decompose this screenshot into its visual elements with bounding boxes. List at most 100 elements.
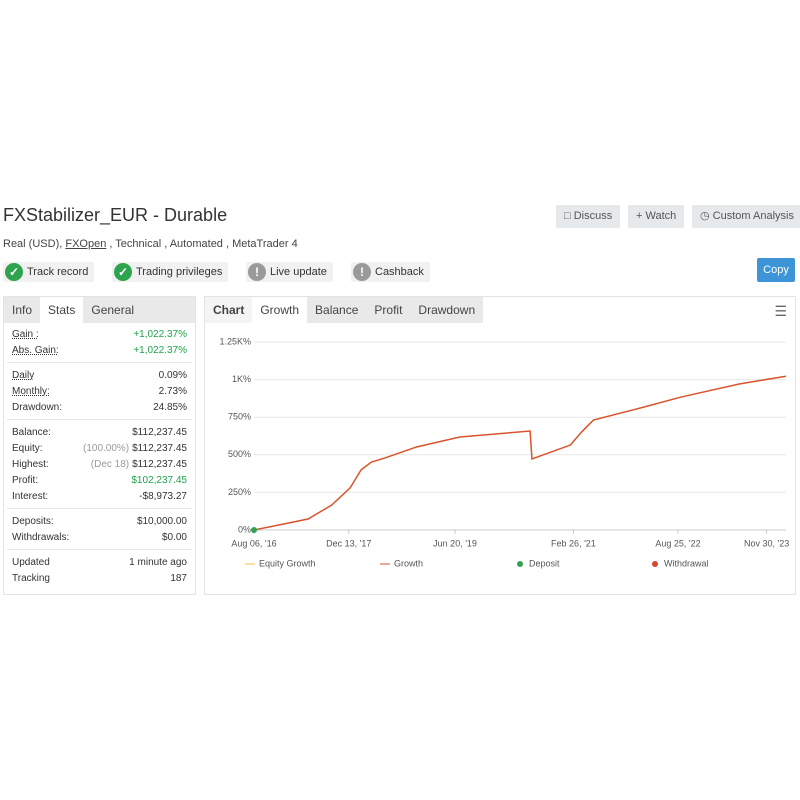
tab[interactable]: Profit bbox=[366, 297, 411, 323]
stat-row: Withdrawals: $0.00 bbox=[12, 530, 187, 546]
stat-row: Equity: (100.00%) $112,237.45 bbox=[12, 441, 187, 457]
stat-row: Drawdown: 24.85% bbox=[12, 400, 187, 416]
stat-row: Daily 0.09% bbox=[12, 368, 187, 384]
stat-value: $0.00 bbox=[162, 530, 187, 546]
tab[interactable]: Balance bbox=[307, 297, 367, 323]
stat-value: 2.73% bbox=[159, 384, 187, 400]
stat-label: Highest: bbox=[12, 459, 49, 470]
stat-row: Highest: (Dec 18) $112,237.45 bbox=[12, 457, 187, 473]
analysis-button[interactable]: ◷ Custom Analysis bbox=[692, 205, 800, 228]
value: $112,237.45 bbox=[132, 427, 187, 438]
watch-button[interactable]: + Watch bbox=[628, 205, 685, 228]
stat-label: Interest: bbox=[12, 491, 49, 502]
settings-icon[interactable]: ☰ bbox=[774, 303, 787, 319]
tab[interactable]: General bbox=[83, 297, 143, 323]
y-tick-label: 0% bbox=[238, 524, 251, 534]
stat-row: Gain : +1,022.37% bbox=[12, 327, 187, 343]
legend-label: Deposit bbox=[529, 558, 560, 568]
tab[interactable]: Drawdown bbox=[410, 297, 484, 323]
stat-label: Monthly: bbox=[12, 386, 50, 397]
separator bbox=[7, 419, 192, 420]
badge: Cashback! bbox=[351, 262, 430, 282]
stat-row: Abs. Gain: +1,022.37% bbox=[12, 343, 187, 359]
stat-note: (100.00%) bbox=[82, 443, 130, 454]
stat-row: Tracking 187 bbox=[12, 571, 187, 587]
stat-row: Profit: $102,237.45 bbox=[12, 473, 187, 489]
y-tick-label: 1K% bbox=[232, 374, 251, 384]
stat-value: (Dec 18) $112,237.45 bbox=[91, 457, 187, 473]
value: 24.85% bbox=[153, 402, 187, 413]
text: , Technical , Automated , MetaTrader 4 bbox=[109, 238, 298, 250]
text: Real (USD), bbox=[3, 238, 63, 250]
value: 2.73% bbox=[158, 386, 187, 397]
stat-value: +1,022.37% bbox=[133, 327, 187, 343]
legend-swatch bbox=[517, 561, 523, 567]
x-tick-label: Aug 06, '16 bbox=[231, 538, 276, 548]
badge: Track record ✓ bbox=[3, 262, 95, 282]
value: $10,000.00 bbox=[136, 516, 187, 527]
x-tick-label: Nov 30, '23 bbox=[744, 538, 789, 548]
badge: Trading privileges ✓ bbox=[112, 262, 229, 282]
status-icon: ! bbox=[353, 263, 371, 281]
x-tick-label: Dec 13, '17 bbox=[326, 538, 371, 548]
stat-value: +1,022.37% bbox=[133, 343, 187, 359]
stat-value: $112,237.45 bbox=[132, 425, 187, 441]
tab[interactable]: Stats bbox=[40, 297, 84, 323]
stat-label: Equity: bbox=[12, 443, 43, 454]
x-tick-label: Jun 20, '19 bbox=[433, 538, 477, 548]
stat-row: Balance: $112,237.45 bbox=[12, 425, 187, 441]
stat-label: Gain : bbox=[12, 329, 39, 340]
separator bbox=[7, 508, 192, 509]
legend-label: Equity Growth bbox=[259, 558, 316, 568]
badge: Live update! bbox=[246, 262, 333, 282]
stat-label: Updated bbox=[12, 557, 50, 568]
stat-label: Withdrawals: bbox=[12, 532, 70, 543]
stat-label: Tracking bbox=[12, 573, 50, 584]
tab[interactable]: Growth bbox=[252, 297, 308, 323]
value: $0.00 bbox=[161, 532, 187, 543]
x-tick-label: Aug 25, '22 bbox=[655, 538, 700, 548]
value: 187 bbox=[170, 573, 187, 584]
stat-value: (100.00%) $112,237.45 bbox=[83, 441, 187, 457]
stat-row: Updated 1 minute ago bbox=[12, 555, 187, 571]
stat-value: $10,000.00 bbox=[137, 514, 187, 530]
tab[interactable]: Info bbox=[4, 297, 41, 323]
stat-value: 0.09% bbox=[159, 368, 187, 384]
chart-panel: ☰ 0% 250% 500% 750% 1K% 1.25K% Aug 06, '16 Dec … bbox=[204, 296, 796, 595]
copy-button[interactable]: Copy bbox=[757, 258, 795, 282]
stat-label: Daily bbox=[12, 370, 35, 381]
status-icon: ! bbox=[248, 263, 266, 281]
chart-tabs: Chart Growth Balance Profit Drawdown bbox=[205, 297, 484, 323]
stat-value: $102,237.45 bbox=[131, 473, 187, 489]
status-icon: ✓ bbox=[114, 263, 132, 281]
y-tick-label: 500% bbox=[228, 449, 251, 459]
broker-link[interactable]: FXOpen bbox=[65, 238, 107, 250]
title: FXStabilizer_EUR - Durable bbox=[3, 205, 228, 225]
subtitle: Real (USD), FXOpen , Technical , Automat… bbox=[3, 238, 298, 250]
stat-value: 24.85% bbox=[153, 400, 187, 416]
y-tick-label: 250% bbox=[228, 487, 251, 497]
stat-row: Monthly: 2.73% bbox=[12, 384, 187, 400]
separator bbox=[7, 362, 192, 363]
stat-label: Drawdown: bbox=[12, 402, 63, 413]
stat-label: Balance: bbox=[12, 427, 51, 438]
discuss-button[interactable]: □ Discuss bbox=[556, 205, 621, 228]
tab[interactable]: Chart bbox=[205, 297, 253, 323]
legend-swatch bbox=[652, 561, 658, 567]
stat-row: Deposits: $10,000.00 bbox=[12, 514, 187, 530]
stat-value: 187 bbox=[170, 571, 187, 587]
value: $112,237.45 bbox=[132, 443, 187, 454]
stats-panel: Info Stats General Gain : +1,022.37% Abs. Gai… bbox=[3, 296, 196, 595]
label: Custom Analysis bbox=[712, 210, 794, 222]
x-tick-label: Feb 26, '21 bbox=[551, 538, 596, 548]
stat-note: (Dec 18) bbox=[90, 459, 130, 470]
value: 0.09% bbox=[158, 370, 187, 381]
label: Discuss bbox=[573, 210, 613, 222]
stat-row: Interest: -$8,973.27 bbox=[12, 489, 187, 505]
growth-line bbox=[253, 375, 787, 531]
chart: 0% 250% 500% 750% 1K% 1.25K% Aug 06, '16 Dec 13… bbox=[219, 336, 789, 568]
value: $112,237.45 bbox=[132, 459, 187, 470]
value: +1,022.37% bbox=[133, 329, 187, 340]
stat-label: Deposits: bbox=[12, 516, 54, 527]
